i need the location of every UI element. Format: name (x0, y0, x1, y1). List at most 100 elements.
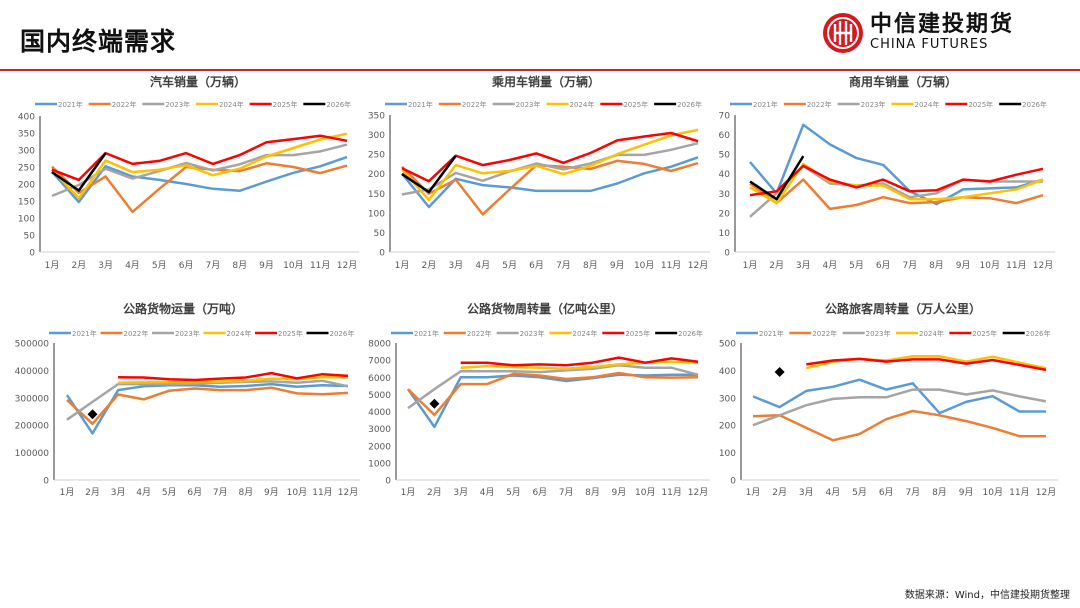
x-tick-label: 7月 (556, 260, 571, 271)
legend-label: 2024年 (227, 329, 252, 338)
series-line-2022 (66, 386, 349, 426)
legend-label: 2022年 (807, 100, 832, 109)
y-tick-label: 200000 (15, 422, 50, 432)
chart-title: 乘用车销量（万辆） (491, 74, 600, 89)
x-tick-label: 9月 (612, 487, 627, 498)
x-tick-label: 10月 (635, 487, 655, 498)
series-line-2026 (51, 152, 107, 192)
y-tick-label: 60 (719, 131, 731, 141)
series-line-2024 (118, 376, 348, 384)
legend-label: 2024年 (570, 100, 595, 109)
series-line-2023 (66, 379, 349, 421)
x-tick-label: 9月 (264, 487, 279, 498)
x-tick-label: 7月 (905, 487, 920, 498)
x-tick-label: 9月 (956, 260, 971, 271)
legend-label: 2023年 (165, 100, 190, 109)
x-tick-label: 3月 (98, 260, 113, 271)
y-tick-label: 100 (18, 215, 35, 225)
x-tick-label: 9月 (259, 260, 274, 271)
legend-label: 2025年 (273, 100, 298, 109)
x-tick-label: 5月 (852, 487, 867, 498)
x-tick-label: 1月 (743, 260, 758, 271)
y-tick-label: 100000 (15, 449, 50, 459)
x-tick-label: 3月 (448, 260, 463, 271)
legend-label: 2026年 (677, 100, 702, 109)
x-tick-label: 12月 (337, 260, 357, 271)
y-tick-label: 500 (719, 340, 736, 350)
x-tick-label: 5月 (849, 260, 864, 271)
x-tick-label: 11月 (1009, 487, 1029, 498)
y-tick-label: 400000 (15, 367, 50, 377)
chart-1: 汽车销量（万辆） 2021年 2022年 2023年 2024年 2025年 2026年 0 5… (18, 74, 359, 271)
y-tick-label: 150 (18, 198, 35, 208)
x-tick-label: 9月 (610, 260, 625, 271)
x-tick-label: 11月 (661, 487, 681, 498)
legend-label: 2022年 (112, 100, 137, 109)
x-tick-label: 3月 (799, 487, 814, 498)
series-line-2021 (401, 156, 699, 209)
legend-label: 2022年 (462, 100, 487, 109)
legend-label: 2022年 (124, 329, 149, 338)
x-tick-label: 8月 (238, 487, 253, 498)
legend-label: 2023年 (866, 329, 891, 338)
y-tick-label: 150 (368, 190, 385, 200)
series-line-2024 (460, 360, 699, 370)
x-tick-label: 6月 (529, 260, 544, 271)
y-tick-label: 3000 (368, 425, 391, 435)
x-tick-label: 12月 (1033, 260, 1053, 271)
legend-label: 2023年 (520, 329, 545, 338)
legend-label: 2021年 (414, 329, 439, 338)
legend-label: 2022年 (467, 329, 492, 338)
series-line-2023 (51, 143, 348, 198)
y-tick-label: 7000 (368, 357, 391, 367)
x-tick-label: 8月 (585, 487, 600, 498)
x-tick-label: 12月 (1036, 487, 1056, 498)
x-tick-label: 11月 (312, 487, 332, 498)
series-line-2026 (401, 154, 457, 194)
x-tick-label: 9月 (959, 487, 974, 498)
series-line-2022 (749, 178, 1044, 211)
y-tick-label: 8000 (368, 340, 391, 350)
x-tick-label: 1月 (45, 260, 60, 271)
x-tick-label: 10月 (983, 487, 1003, 498)
series-line-2026 (749, 155, 805, 201)
y-tick-label: 400 (719, 367, 736, 377)
legend-label: 2021年 (753, 100, 778, 109)
legend-label: 2022年 (812, 329, 837, 338)
x-tick-label: 4月 (136, 487, 151, 498)
x-tick-label: 8月 (232, 260, 247, 271)
x-tick-label: 7月 (206, 260, 221, 271)
y-tick-label: 70 (719, 112, 731, 122)
y-tick-label: 0 (385, 477, 391, 487)
logo: 中信建投期货 CHINA FUTURES (822, 12, 1014, 54)
x-tick-label: 6月 (876, 260, 891, 271)
series-line-2025 (806, 357, 1047, 372)
data-point-marker (774, 367, 785, 378)
legend-label: 2026年 (1026, 329, 1051, 338)
y-tick-label: 0 (29, 249, 35, 259)
y-tick-label: 300 (719, 394, 736, 404)
chart-title: 公路货物周转量（亿吨公里） (467, 301, 623, 316)
x-tick-label: 11月 (661, 260, 681, 271)
y-tick-label: 40 (719, 170, 731, 180)
x-tick-label: 1月 (395, 260, 410, 271)
x-tick-label: 2月 (427, 487, 442, 498)
x-tick-label: 3月 (111, 487, 126, 498)
x-tick-label: 8月 (929, 260, 944, 271)
y-tick-label: 100 (368, 209, 385, 219)
series-line-2022 (752, 409, 1046, 442)
y-tick-label: 50 (24, 232, 36, 242)
x-tick-label: 7月 (902, 260, 917, 271)
x-tick-label: 7月 (559, 487, 574, 498)
x-tick-label: 5月 (162, 487, 177, 498)
legend-label: 2024年 (573, 329, 598, 338)
x-tick-label: 5月 (502, 260, 517, 271)
y-tick-label: 300 (18, 147, 35, 157)
citic-logo-icon (823, 13, 863, 53)
data-point-marker (429, 398, 440, 409)
y-tick-label: 4000 (368, 408, 391, 418)
chart-title: 公路货物运量（万吨） (123, 301, 243, 316)
legend-label: 2026年 (330, 329, 355, 338)
page-title: 国内终端需求 (20, 27, 177, 56)
x-tick-label: 5月 (506, 487, 521, 498)
